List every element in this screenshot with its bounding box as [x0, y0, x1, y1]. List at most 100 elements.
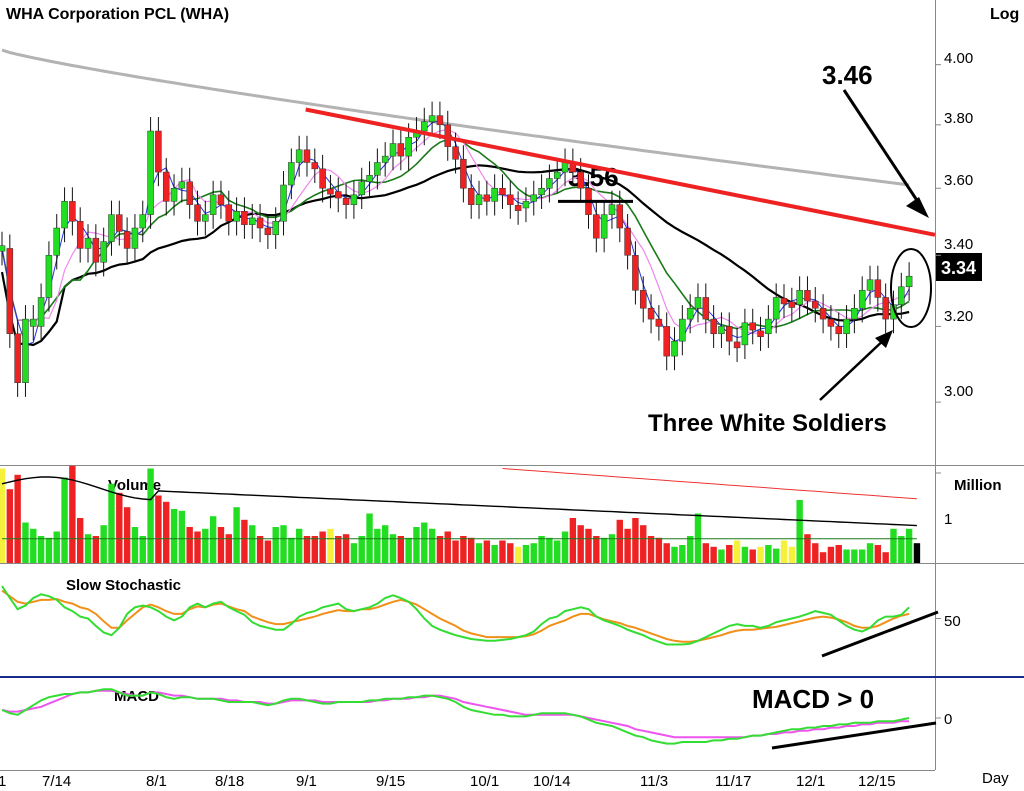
volume-bar: [765, 545, 772, 563]
candle-body: [30, 318, 37, 327]
volume-bar: [780, 540, 788, 563]
candle-body: [608, 204, 616, 215]
x-tick-label: 10/1: [470, 773, 499, 790]
volume-tick-label: 1: [944, 511, 952, 528]
volume-bar: [123, 507, 131, 563]
candle-body: [522, 201, 530, 209]
candle-body: [639, 290, 647, 309]
last-price-label: 3.34: [941, 258, 976, 278]
volume-bar: [92, 536, 100, 563]
volume-bar: [256, 536, 264, 563]
candle-body: [882, 297, 889, 320]
volume-bar: [327, 528, 334, 563]
candle-body: [757, 330, 764, 337]
ma-200-line: [1, 48, 910, 187]
candle-body: [108, 214, 115, 242]
volume-bar: [202, 528, 209, 563]
volume-bar: [608, 534, 616, 563]
candle-body: [53, 227, 60, 256]
candle-body: [710, 318, 717, 335]
candle-body: [452, 146, 459, 160]
volume-bar: [749, 549, 756, 563]
x-tick-label: 9/15: [376, 773, 405, 790]
candle-body: [272, 221, 279, 236]
volume-bar: [671, 546, 678, 563]
candle-body: [600, 214, 608, 239]
volume-bar: [217, 527, 225, 563]
volume-bar: [374, 528, 381, 563]
x-tick-label: 1: [0, 773, 6, 790]
candle-body: [780, 297, 788, 305]
candle-body: [194, 204, 201, 222]
volume-bar: [554, 540, 561, 563]
candle-body: [507, 194, 514, 205]
volume-bar: [475, 543, 483, 563]
candle-body: [225, 204, 233, 222]
candle-body: [835, 326, 842, 335]
volume-bar: [77, 518, 84, 563]
volume-bar: [61, 477, 68, 563]
candle-body: [866, 279, 874, 291]
candle-body: [749, 322, 756, 331]
pattern-arrow-shaft: [819, 335, 889, 401]
annotation-shapes: [819, 89, 932, 401]
candle-body: [874, 279, 882, 298]
volume-bar: [655, 537, 663, 563]
volume-bar: [827, 546, 835, 563]
candle-body: [428, 115, 436, 123]
volume-bar: [757, 546, 764, 563]
volume-bar: [718, 549, 725, 563]
volume-bar: [772, 548, 780, 563]
candle-body: [295, 149, 303, 163]
candle-body: [186, 181, 193, 205]
volume-bar: [233, 507, 240, 563]
stoch-divergence-line: [821, 610, 939, 658]
stoch-panel-title: Slow Stochastic: [66, 577, 181, 594]
volume-average-line: [1, 476, 917, 527]
volume-bar: [335, 536, 342, 563]
candle-body: [288, 162, 295, 186]
volume-bar: [499, 540, 506, 563]
volume-bar: [116, 492, 123, 563]
volume-bar: [311, 536, 318, 563]
volume-bar: [835, 545, 842, 563]
candle-body: [147, 130, 154, 215]
candle-body: [421, 121, 428, 132]
volume-bar: [0, 468, 6, 563]
volume-bar: [405, 537, 412, 563]
volume-bar: [14, 474, 21, 563]
volume-upper-band: [502, 468, 917, 500]
volume-bar: [561, 531, 569, 563]
volume-bar: [428, 528, 436, 563]
candle-body: [405, 137, 412, 157]
volume-bar: [843, 549, 850, 563]
volume-bar: [851, 549, 858, 563]
volume-bar: [155, 495, 162, 563]
candle-body: [100, 241, 107, 263]
x-tick-label: 12/15: [858, 773, 896, 790]
volume-bar: [647, 536, 655, 563]
volume-bar: [483, 540, 491, 563]
volume-bar: [436, 536, 444, 563]
x-tick-label: 8/18: [215, 773, 244, 790]
volume-bar: [272, 527, 279, 563]
last-price-box: [936, 253, 982, 281]
volume-bar: [812, 543, 819, 563]
volume-bar: [84, 534, 92, 563]
candle-body: [256, 217, 264, 229]
macd-divergence-line: [771, 721, 937, 750]
volume-bar: [874, 545, 882, 563]
pattern-annotation: Three White Soldiers: [648, 410, 887, 437]
candle-body: [796, 290, 803, 305]
volume-bar: [389, 534, 397, 563]
volume-bar: [710, 546, 717, 563]
candle-body: [217, 194, 225, 205]
volume-bar: [303, 536, 311, 563]
candle-body: [350, 194, 358, 205]
candle-body: [843, 318, 850, 335]
candle-body: [155, 130, 162, 173]
macd-tick-label: 0: [944, 711, 952, 728]
candle-body: [741, 322, 749, 346]
volume-bar: [22, 522, 29, 563]
price-tick-label: 3.40: [944, 236, 973, 253]
